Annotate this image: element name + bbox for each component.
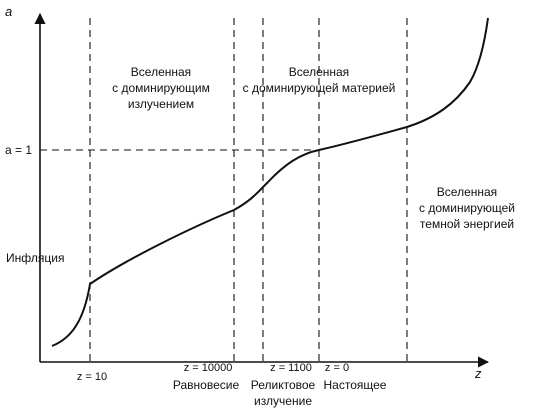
relic-radiation-line-1: Реликтовое: [251, 378, 316, 392]
radiation-era-line-3: излучением: [128, 97, 194, 111]
radiation-era-line-1: Вселенная: [131, 65, 191, 79]
matter-era-line-2: с доминирующей материей: [243, 81, 396, 95]
radiation-era-line-2: с доминирующим: [112, 81, 210, 95]
dark-energy-era-line-2: с доминирующей: [419, 201, 515, 215]
radiation-era-label: Вселенная с доминирующим излучением: [112, 65, 210, 111]
tick-label-z10000: z = 10000: [184, 362, 233, 374]
x-axis-label: z: [474, 366, 482, 381]
tick-label-z10: z = 10: [77, 371, 107, 383]
scale-factor-curve: [51, 17, 489, 347]
dark-energy-era-line-1: Вселенная: [437, 185, 497, 199]
tick-label-z1100: z = 1100: [270, 362, 312, 374]
relic-radiation-line-2: излучение: [254, 394, 312, 408]
dark-energy-era-label: Вселенная с доминирующей темной энергией: [419, 185, 515, 231]
y-axis-label: a: [5, 4, 12, 19]
a-equals-one-label: a = 1: [5, 143, 32, 157]
tick-label-z0: z = 0: [325, 362, 349, 374]
matter-era-label: Вселенная с доминирующей материей: [243, 65, 396, 95]
inflation-label: Инфляция: [6, 251, 64, 265]
equality-label: Равновесие: [173, 378, 240, 392]
present-label: Настоящее: [324, 378, 387, 392]
dark-energy-era-line-3: темной энергией: [420, 217, 514, 231]
matter-era-line-1: Вселенная: [289, 65, 349, 79]
